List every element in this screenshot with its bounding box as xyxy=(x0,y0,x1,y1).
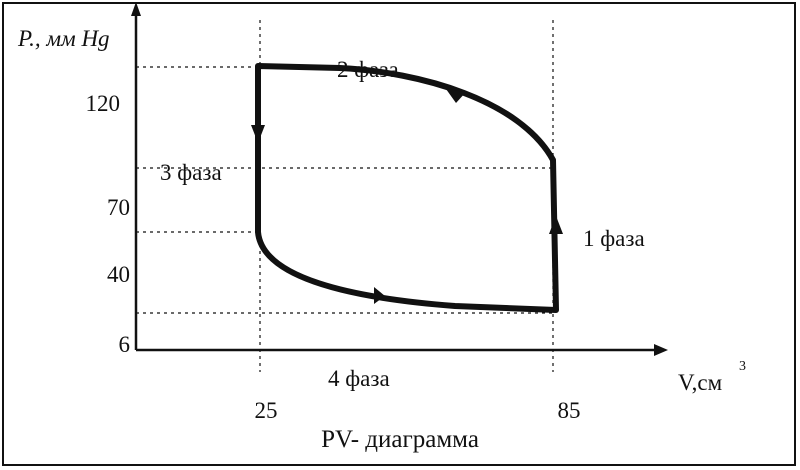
phase-2-label: 2 фаза xyxy=(337,57,399,82)
arrow-phase4 xyxy=(374,287,385,304)
phase-3-label: 3 фаза xyxy=(160,160,222,185)
y-tick-40: 40 xyxy=(107,262,130,287)
y-tick-120: 120 xyxy=(86,91,121,116)
phase-4-label: 4 фаза xyxy=(328,366,390,391)
x-axis-label: V,см xyxy=(678,370,723,395)
arrow-phase1 xyxy=(549,216,563,234)
y-tick-70: 70 xyxy=(107,195,130,220)
x-tick-25: 25 xyxy=(255,398,278,423)
arrow-phase3 xyxy=(251,125,265,143)
diagram-title: PV- диаграмма xyxy=(321,426,479,453)
x-axis-label-superscript: 3 xyxy=(739,359,746,374)
x-axis-arrow xyxy=(654,344,668,356)
y-axis-label: P., мм Hg xyxy=(17,26,110,51)
phase-1-label: 1 фаза xyxy=(583,226,645,251)
x-tick-85: 85 xyxy=(558,398,581,423)
arrow-phase2 xyxy=(446,89,466,103)
y-tick-6: 6 xyxy=(119,332,131,357)
figure-frame xyxy=(2,2,796,466)
pv-loop xyxy=(255,63,559,313)
y-axis-arrow xyxy=(131,2,141,16)
